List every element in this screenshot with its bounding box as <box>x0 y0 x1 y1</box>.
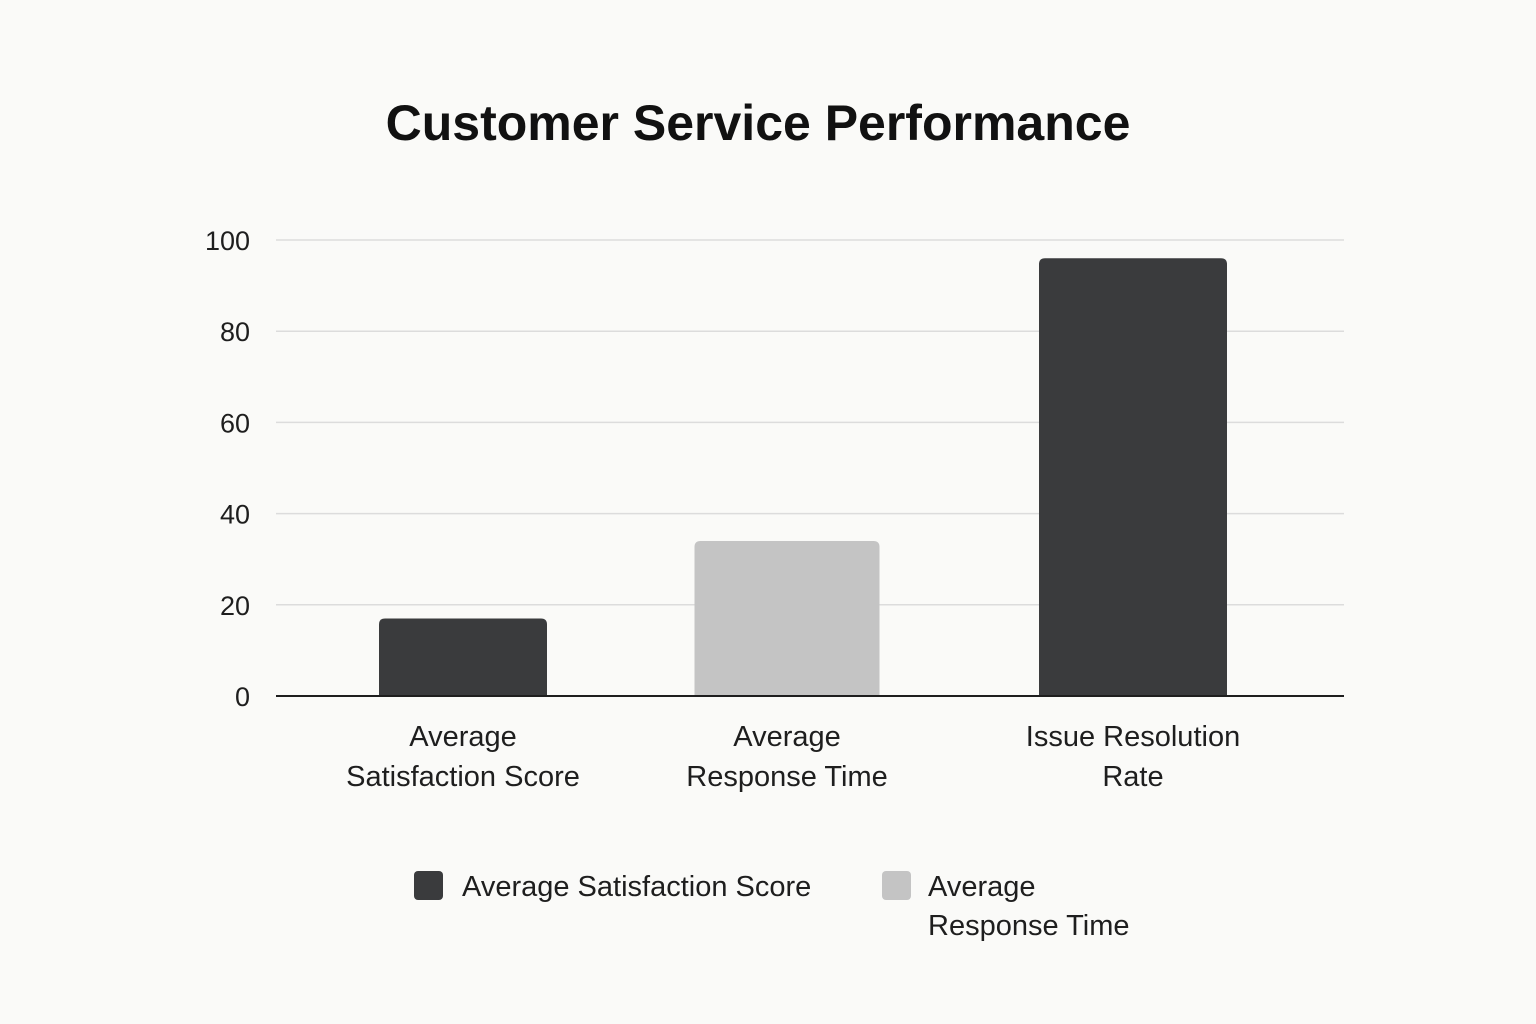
legend: Average Satisfaction Score Average Respons… <box>414 871 1130 942</box>
legend-swatch <box>882 871 911 900</box>
y-tick-label: 60 <box>220 408 250 438</box>
x-category-label: Average <box>409 721 517 753</box>
bar-2 <box>694 540 880 696</box>
bar-3 <box>1039 258 1227 696</box>
x-category-label: Issue Resolution <box>1026 721 1240 753</box>
y-tick-label: 20 <box>220 591 250 621</box>
chart-title: Customer Service Performance <box>386 95 1131 151</box>
y-tick-label: 40 <box>220 500 250 530</box>
x-category-label: Average <box>733 721 841 753</box>
bars <box>379 258 1227 696</box>
legend-swatch <box>414 871 443 900</box>
x-category-label: Satisfaction Score <box>346 761 580 793</box>
y-axis-ticks: 0 20 40 60 80 100 <box>205 226 250 712</box>
x-axis-category-labels: Average Satisfaction Score Average Response… <box>346 721 1240 793</box>
legend-label: Response Time <box>928 910 1130 942</box>
y-tick-label: 100 <box>205 226 250 256</box>
legend-label: Average Satisfaction Score <box>462 871 811 903</box>
y-tick-label: 0 <box>235 682 250 712</box>
legend-label: Average <box>928 871 1036 903</box>
x-category-label: Rate <box>1102 761 1163 793</box>
y-tick-label: 80 <box>220 317 250 347</box>
bar-1 <box>379 618 547 696</box>
x-category-label: Response Time <box>686 761 888 793</box>
